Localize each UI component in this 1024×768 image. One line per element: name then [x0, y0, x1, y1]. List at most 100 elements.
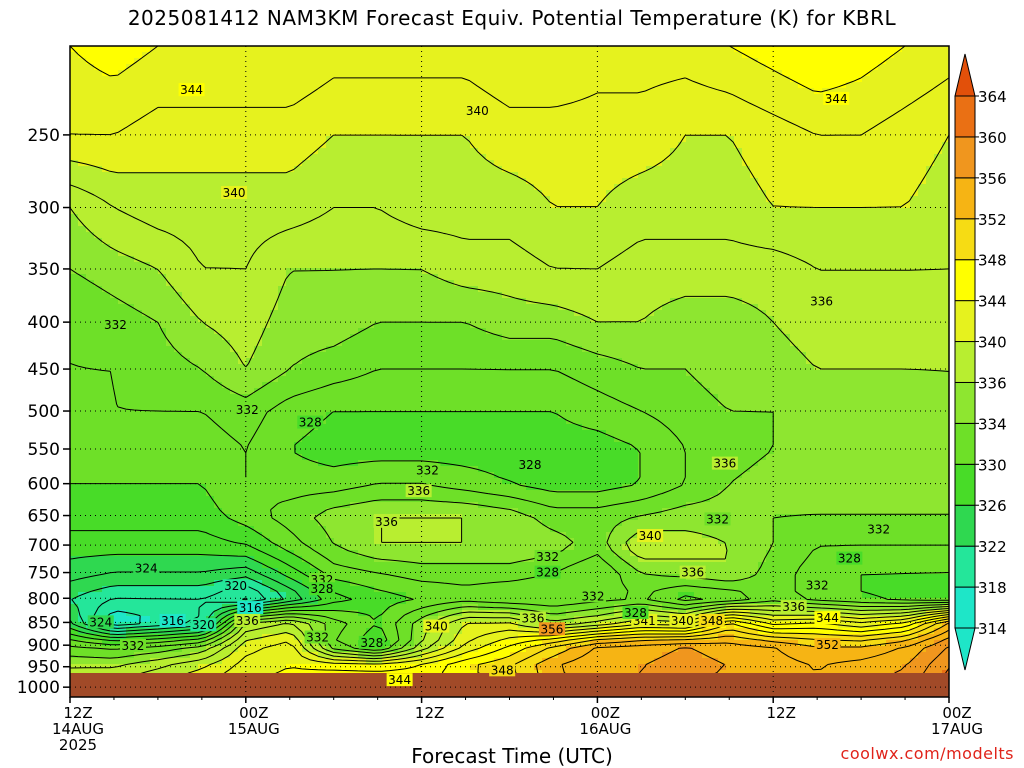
field-cell	[374, 472, 383, 479]
field-cell	[150, 544, 159, 551]
field-cell	[206, 598, 215, 605]
field-cell	[334, 580, 343, 587]
field-cell	[278, 370, 287, 377]
field-cell	[358, 604, 367, 611]
field-cell	[270, 400, 279, 407]
field-cell	[334, 172, 343, 179]
field-cell	[286, 556, 295, 563]
field-cell	[326, 598, 335, 605]
field-cell	[158, 172, 167, 179]
field-cell	[86, 610, 95, 617]
field-cell	[398, 484, 407, 491]
field-cell	[310, 148, 319, 155]
field-cell	[294, 226, 303, 233]
field-cell	[382, 154, 391, 161]
field-cell	[70, 196, 79, 203]
field-cell	[126, 292, 135, 299]
field-cell	[110, 436, 119, 443]
field-cell	[358, 160, 367, 167]
field-cell	[174, 208, 183, 215]
field-cell	[190, 286, 199, 293]
field-cell	[214, 454, 223, 461]
field-cell	[262, 556, 271, 563]
field-cell	[134, 556, 143, 563]
field-cell	[78, 268, 87, 275]
field-cell	[398, 46, 407, 53]
field-cell	[174, 154, 183, 161]
field-cell	[190, 58, 199, 65]
field-cell	[110, 184, 119, 191]
field-cell	[382, 214, 391, 221]
field-cell	[430, 76, 439, 83]
field-cell	[150, 202, 159, 209]
field-cell	[94, 598, 103, 605]
field-cell	[430, 478, 439, 485]
field-cell	[198, 244, 207, 251]
field-cell	[382, 526, 391, 533]
field-cell	[238, 544, 247, 551]
field-cell	[206, 478, 215, 485]
field-cell	[158, 346, 167, 353]
field-cell	[262, 112, 271, 119]
field-cell	[390, 538, 399, 545]
field-cell	[398, 370, 407, 377]
field-cell	[142, 370, 151, 377]
field-cell	[294, 46, 303, 53]
field-cell	[262, 394, 271, 401]
field-cell	[166, 466, 175, 473]
field-cell	[342, 334, 351, 341]
field-cell	[246, 88, 255, 95]
field-cell	[262, 274, 271, 281]
field-cell	[310, 544, 319, 551]
field-cell	[222, 394, 231, 401]
field-cell	[254, 466, 263, 473]
field-cell	[390, 238, 399, 245]
field-cell	[222, 148, 231, 155]
field-cell	[246, 424, 255, 431]
field-cell	[358, 454, 367, 461]
field-cell	[366, 400, 375, 407]
field-cell	[110, 496, 119, 503]
field-cell	[294, 214, 303, 221]
field-cell	[182, 430, 191, 437]
field-cell	[382, 622, 391, 629]
field-cell	[214, 166, 223, 173]
field-cell	[350, 244, 359, 251]
field-cell	[230, 130, 239, 137]
field-cell	[406, 226, 415, 233]
field-cell	[382, 298, 391, 305]
field-cell	[198, 634, 207, 641]
field-cell	[190, 598, 199, 605]
field-cell	[334, 124, 343, 131]
field-cell	[366, 520, 375, 527]
field-cell	[222, 334, 231, 341]
field-cell	[182, 400, 191, 407]
field-cell	[94, 190, 103, 197]
field-cell	[310, 616, 319, 623]
field-cell	[278, 562, 287, 569]
field-cell	[70, 214, 79, 221]
field-cell	[326, 172, 335, 179]
field-cell	[94, 196, 103, 203]
field-cell	[102, 328, 111, 335]
field-cell	[390, 400, 399, 407]
field-cell	[326, 280, 335, 287]
field-cell	[278, 490, 287, 497]
field-cell	[278, 634, 287, 641]
field-cell	[158, 574, 167, 581]
field-cell	[262, 358, 271, 365]
field-cell	[430, 340, 439, 347]
field-cell	[174, 178, 183, 185]
field-cell	[254, 232, 263, 239]
field-cell	[70, 508, 79, 515]
field-cell	[406, 568, 415, 575]
field-cell	[366, 508, 375, 515]
field-cell	[318, 94, 327, 101]
field-cell	[78, 448, 87, 455]
field-cell	[222, 286, 231, 293]
field-cell	[326, 466, 335, 473]
field-cell	[390, 220, 399, 227]
field-cell	[342, 496, 351, 503]
field-cell	[374, 496, 383, 503]
field-cell	[126, 652, 135, 659]
